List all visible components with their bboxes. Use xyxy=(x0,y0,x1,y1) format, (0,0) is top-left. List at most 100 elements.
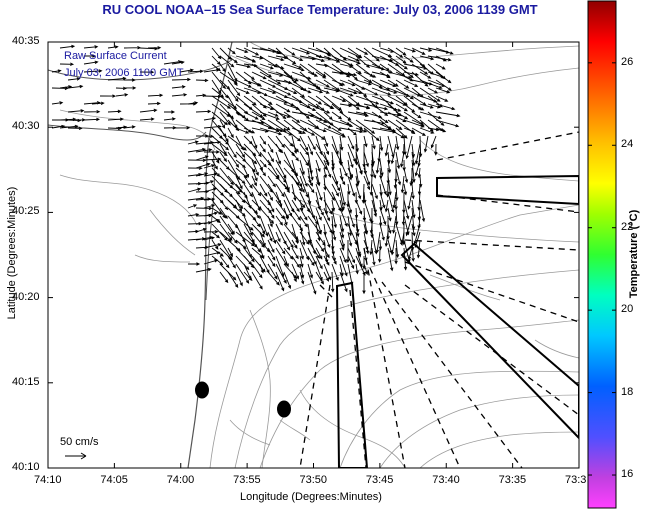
current-vector xyxy=(195,148,213,153)
current-vector xyxy=(339,239,345,251)
current-vector xyxy=(243,55,256,63)
current-vector xyxy=(339,55,361,65)
current-vector xyxy=(203,172,218,177)
current-vector xyxy=(387,207,392,222)
current-vector xyxy=(219,255,230,269)
current-vector xyxy=(339,183,346,207)
current-vector xyxy=(211,207,223,215)
current-vector xyxy=(211,223,228,241)
current-vector xyxy=(419,87,441,102)
current-vector xyxy=(283,63,305,72)
plot-content xyxy=(48,42,579,468)
current-vector xyxy=(283,255,289,268)
y-tick-label: 40:30 xyxy=(12,120,40,133)
current-vector xyxy=(403,47,416,53)
current-vector xyxy=(267,271,280,286)
current-vector xyxy=(387,119,403,130)
y-tick-label: 40:25 xyxy=(12,205,40,218)
current-vector xyxy=(107,76,127,81)
current-vector xyxy=(67,109,85,113)
current-vector xyxy=(331,207,337,229)
current-vector xyxy=(283,87,298,95)
current-vector xyxy=(211,95,231,109)
current-vector xyxy=(259,263,264,274)
current-vector xyxy=(211,135,230,151)
colorbar-tick-label: 16 xyxy=(621,468,634,481)
current-vector xyxy=(405,135,413,160)
current-vector xyxy=(227,199,238,209)
scale-arrow-label: 50 cm/s xyxy=(60,436,99,448)
current-vector xyxy=(219,151,228,163)
surface-current-vectors xyxy=(51,44,461,295)
current-vector xyxy=(347,143,356,163)
current-vector xyxy=(227,223,235,235)
current-vector xyxy=(355,79,372,86)
current-vector xyxy=(243,175,253,189)
current-vector xyxy=(363,263,369,276)
current-vector xyxy=(235,143,246,158)
current-vector xyxy=(355,199,363,215)
current-vector xyxy=(419,127,435,134)
current-vector xyxy=(251,111,266,121)
current-vector xyxy=(323,271,329,282)
current-vector xyxy=(275,87,292,96)
current-vector xyxy=(235,263,250,284)
current-vector xyxy=(227,191,244,209)
current-vector xyxy=(203,197,216,201)
current-vector xyxy=(291,191,306,209)
current-vector xyxy=(323,111,333,121)
current-vector xyxy=(267,223,277,245)
current-vector xyxy=(235,255,250,271)
current-vector xyxy=(323,55,341,63)
current-vector xyxy=(435,127,447,133)
current-vector xyxy=(331,223,337,241)
x-axis-label: Longitude (Degrees:Minutes) xyxy=(240,491,382,503)
current-vector xyxy=(283,207,289,220)
current-vector xyxy=(435,95,449,102)
current-vector xyxy=(339,111,352,121)
current-vector xyxy=(339,159,348,177)
current-vector xyxy=(164,110,176,114)
current-vector xyxy=(235,87,250,94)
x-tick-label: 74:05 xyxy=(100,474,128,486)
current-vector xyxy=(346,239,350,264)
current-vector xyxy=(291,231,299,241)
current-vector xyxy=(323,151,330,167)
current-vector xyxy=(435,87,451,94)
current-vector xyxy=(331,159,335,171)
current-vector xyxy=(267,143,274,154)
x-tick-label: 73:50 xyxy=(299,474,328,486)
current-vector xyxy=(414,143,421,165)
current-vector xyxy=(403,183,408,196)
current-vector xyxy=(331,63,351,78)
current-vector xyxy=(67,126,83,131)
current-vector xyxy=(267,199,275,213)
current-vector xyxy=(414,159,421,177)
current-vector xyxy=(419,71,432,79)
current-vector xyxy=(91,101,105,105)
current-vector xyxy=(299,127,316,136)
current-vector xyxy=(384,231,389,248)
current-vector xyxy=(379,135,384,152)
current-vector xyxy=(203,236,216,241)
current-vector xyxy=(355,263,359,275)
current-vector xyxy=(227,183,241,195)
current-vector xyxy=(299,151,309,167)
current-vector xyxy=(400,151,405,168)
current-vector xyxy=(411,103,425,111)
current-vector xyxy=(251,175,257,187)
current-vector xyxy=(435,55,447,62)
current-vector xyxy=(379,63,390,72)
current-vector xyxy=(283,55,297,65)
current-vector xyxy=(387,247,394,272)
current-vector xyxy=(291,47,311,55)
current-vector xyxy=(275,207,285,220)
current-vector xyxy=(371,103,389,116)
current-vector xyxy=(291,239,298,250)
current-vector xyxy=(395,167,402,186)
current-vector xyxy=(235,127,250,134)
current-vector xyxy=(203,180,215,185)
current-vector xyxy=(251,143,262,158)
current-vector xyxy=(363,87,379,96)
current-vector xyxy=(267,231,273,242)
